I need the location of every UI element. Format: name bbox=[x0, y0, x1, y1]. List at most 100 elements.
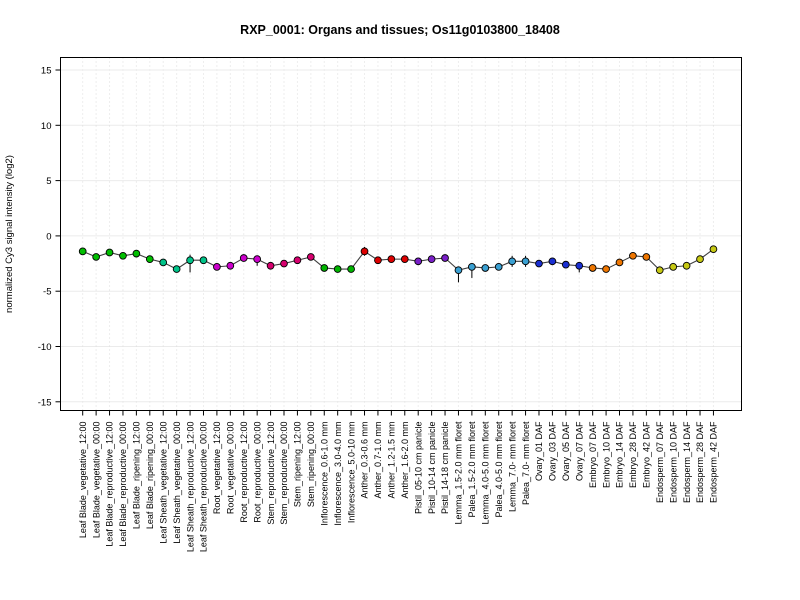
x-tick-label: Lemma_1.5-2.0 mm floret bbox=[454, 421, 464, 525]
x-tick-label: Leaf Sheath_reproductive_00:00 bbox=[199, 422, 209, 553]
data-point-marker bbox=[441, 254, 449, 262]
data-point-marker bbox=[280, 259, 288, 268]
data-point-marker bbox=[347, 265, 355, 273]
data-point-marker bbox=[655, 266, 664, 275]
data-point-marker bbox=[199, 256, 208, 265]
y-tick-label: 5 bbox=[46, 176, 51, 187]
x-tick-label: Leaf Sheath_vegetative_12:00 bbox=[158, 422, 168, 544]
data-point-marker bbox=[360, 247, 369, 256]
y-tick-label: -10 bbox=[38, 342, 52, 353]
data-point-marker bbox=[682, 261, 691, 270]
x-tick-label: Pistil_05-10 cm panicle bbox=[413, 422, 423, 515]
x-tick-label: Stem_ripening_00:00 bbox=[306, 422, 316, 508]
x-tick-label: Endosperm_07 DAF bbox=[655, 421, 665, 503]
x-tick-label: Lemma_4.0-5.0 mm floret bbox=[481, 421, 491, 525]
data-point-marker bbox=[132, 249, 141, 258]
x-tick-label: Embryo_28 DAF bbox=[628, 421, 638, 488]
x-tick-label: Leaf Blade_reproductive_00:00 bbox=[118, 422, 128, 547]
x-tick-label: Embryo_07 DAF bbox=[588, 421, 598, 488]
data-point-marker bbox=[306, 253, 315, 261]
x-tick-label: Root_reproductive_00:00 bbox=[252, 422, 262, 523]
x-tick-label: Endosperm_10 DAF bbox=[668, 421, 678, 503]
y-tick-label: 15 bbox=[41, 66, 52, 77]
x-tick-label: Embryo_42 DAF bbox=[642, 421, 652, 488]
data-point-marker bbox=[266, 261, 275, 270]
data-point-marker bbox=[548, 257, 557, 266]
x-tick-label: Leaf Blade_vegetative_00:00 bbox=[91, 422, 101, 539]
y-tick-label: -5 bbox=[43, 287, 51, 298]
data-point-marker bbox=[172, 265, 181, 273]
data-point-marker bbox=[78, 247, 87, 256]
data-point-marker bbox=[119, 251, 127, 260]
data-point-marker bbox=[602, 265, 610, 273]
x-tick-label: Root_vegetative_12:00 bbox=[212, 422, 222, 515]
chart-title: RXP_0001: Organs and tissues; Os11g01038… bbox=[240, 23, 560, 37]
data-point-marker bbox=[105, 248, 114, 257]
x-tick-label: Anther_0.3-0.6 mm bbox=[360, 422, 370, 499]
x-tick-label: Stem_reproductive_12:00 bbox=[266, 422, 276, 525]
x-tick-label: Lemma_7.0- mm floret bbox=[507, 421, 517, 512]
data-point-marker bbox=[494, 263, 503, 271]
x-tick-label: Palea_1.5-2.0 mm floret bbox=[467, 421, 477, 518]
data-point-marker bbox=[508, 257, 516, 266]
data-point-marker bbox=[159, 258, 168, 267]
x-tick-label: Stem_ripening_12:00 bbox=[293, 422, 303, 508]
x-tick-label: Leaf Sheath_vegetative_00:00 bbox=[172, 422, 182, 544]
x-tick-label: Palea_4.0-5.0 mm floret bbox=[494, 421, 504, 518]
data-point-marker bbox=[320, 264, 329, 272]
data-point-marker bbox=[454, 266, 463, 275]
x-tick-label: Ovary_07 DAF bbox=[574, 421, 584, 481]
y-tick-label: 0 bbox=[46, 231, 51, 242]
data-point-marker bbox=[374, 256, 382, 265]
x-tick-label: Inflorescence_3.0-4.0 mm bbox=[333, 422, 343, 526]
data-point-marker bbox=[92, 253, 100, 261]
x-tick-label: Leaf Blade_ripening_12:00 bbox=[132, 422, 142, 530]
data-point-marker bbox=[561, 260, 570, 269]
data-point-marker bbox=[468, 263, 476, 271]
x-tick-label: Endosperm_42 DAF bbox=[709, 421, 719, 503]
data-point-marker bbox=[226, 261, 235, 270]
x-tick-label: Inflorescence_5.0-10 mm bbox=[346, 422, 356, 524]
x-tick-label: Leaf Blade_vegetative_12:00 bbox=[78, 422, 88, 539]
data-point-marker bbox=[253, 255, 262, 263]
data-point-marker bbox=[521, 257, 530, 266]
data-point-marker bbox=[400, 255, 409, 263]
x-tick-label: Leaf Blade_ripening_00:00 bbox=[145, 422, 155, 530]
y-tick-label: 10 bbox=[41, 121, 52, 132]
x-tick-label: Leaf Sheath_reproductive_12:00 bbox=[185, 422, 195, 553]
x-tick-label: Endosperm_14 DAF bbox=[682, 421, 692, 503]
y-tick-label: -15 bbox=[38, 397, 52, 408]
x-tick-label: Root_reproductive_12:00 bbox=[239, 422, 249, 523]
data-point-marker bbox=[481, 264, 490, 272]
y-axis-label: normalized Cy3 signal intensity (log2) bbox=[4, 155, 15, 313]
data-point-marker bbox=[387, 255, 396, 263]
plot-border bbox=[60, 57, 742, 411]
data-point-marker bbox=[709, 245, 718, 254]
data-point-marker bbox=[239, 254, 248, 262]
x-tick-label: Anther_1.6-2.0 mm bbox=[400, 422, 410, 499]
data-point-marker bbox=[414, 257, 423, 266]
x-tick-label: Anther_0.7-1.0 mm bbox=[373, 422, 383, 499]
x-tick-label: Leaf Blade_reproductive_12:00 bbox=[105, 422, 115, 547]
data-point-marker bbox=[293, 256, 302, 265]
x-tick-label: Pistil_10-14 cm panicle bbox=[427, 422, 437, 515]
data-point-marker bbox=[588, 264, 597, 272]
data-point-marker bbox=[575, 261, 584, 270]
x-tick-label: Ovary_01 DAF bbox=[534, 421, 544, 481]
data-point-marker bbox=[145, 255, 154, 263]
x-tick-label: Embryo_14 DAF bbox=[615, 421, 625, 488]
data-point-marker bbox=[669, 263, 678, 271]
data-point-marker bbox=[696, 255, 704, 263]
x-tick-label: Stem_reproductive_00:00 bbox=[279, 422, 289, 525]
x-tick-label: Root_vegetative_00:00 bbox=[226, 422, 236, 515]
x-tick-label: Ovary_03 DAF bbox=[548, 421, 558, 481]
data-point-marker bbox=[615, 258, 624, 267]
x-tick-label: Pistil_14-18 cm panicle bbox=[440, 422, 450, 515]
data-point-marker bbox=[629, 251, 637, 260]
data-point-marker bbox=[333, 265, 342, 273]
x-tick-label: Embryo_10 DAF bbox=[601, 421, 611, 488]
data-point-marker bbox=[642, 253, 651, 261]
x-tick-label: Palea_7.0- mm floret bbox=[521, 421, 531, 505]
data-point-marker bbox=[427, 255, 436, 263]
